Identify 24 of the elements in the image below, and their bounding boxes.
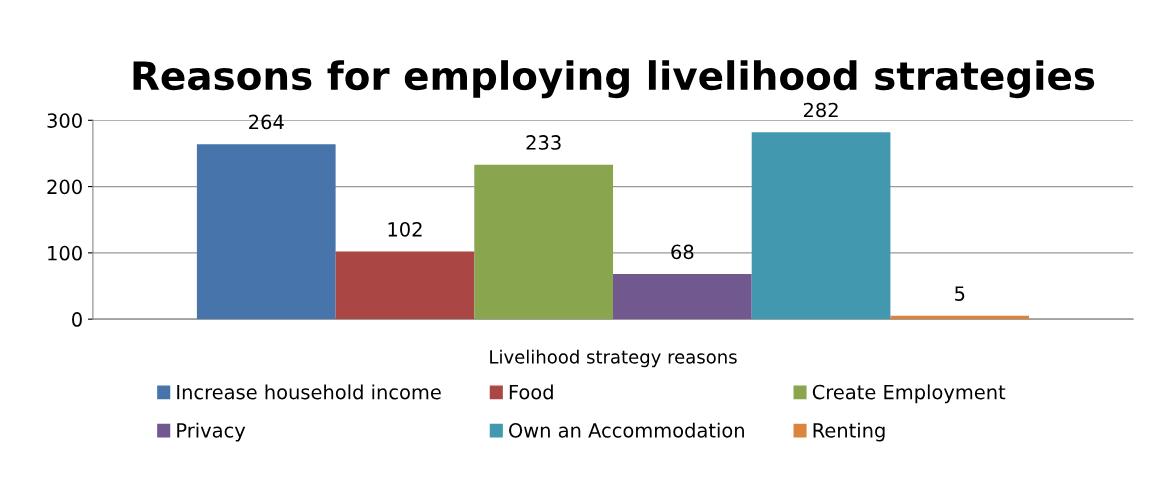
bar <box>335 251 475 320</box>
data-label: 282 <box>803 102 838 118</box>
legend-label: Create Employment <box>812 384 1006 404</box>
chart-title: Reasons for employing livelihood strategies <box>133 60 1095 99</box>
bar <box>474 164 614 320</box>
data-label: 102 <box>388 221 422 237</box>
data-label: 264 <box>249 114 284 130</box>
legend-label: Food <box>509 384 553 400</box>
legend-label: Privacy <box>177 422 246 442</box>
y-tick-label: 300 <box>47 113 82 128</box>
y-tick-label: 0 <box>72 312 82 327</box>
bar <box>613 274 752 320</box>
bar <box>196 144 336 320</box>
data-label: 233 <box>526 135 561 150</box>
data-label: 68 <box>671 244 694 260</box>
y-tick-label: 200 <box>47 179 82 195</box>
legend-label: Renting <box>813 422 885 442</box>
x-tick-label: Livelihood strategy reasons <box>490 349 737 368</box>
data-label: 5 <box>955 286 965 301</box>
bar <box>751 132 891 320</box>
bar <box>890 315 1030 320</box>
legend-label: Own an Accommodation <box>509 422 744 438</box>
y-tick-label: 100 <box>48 245 82 261</box>
legend-label: Increase household income <box>177 384 441 400</box>
